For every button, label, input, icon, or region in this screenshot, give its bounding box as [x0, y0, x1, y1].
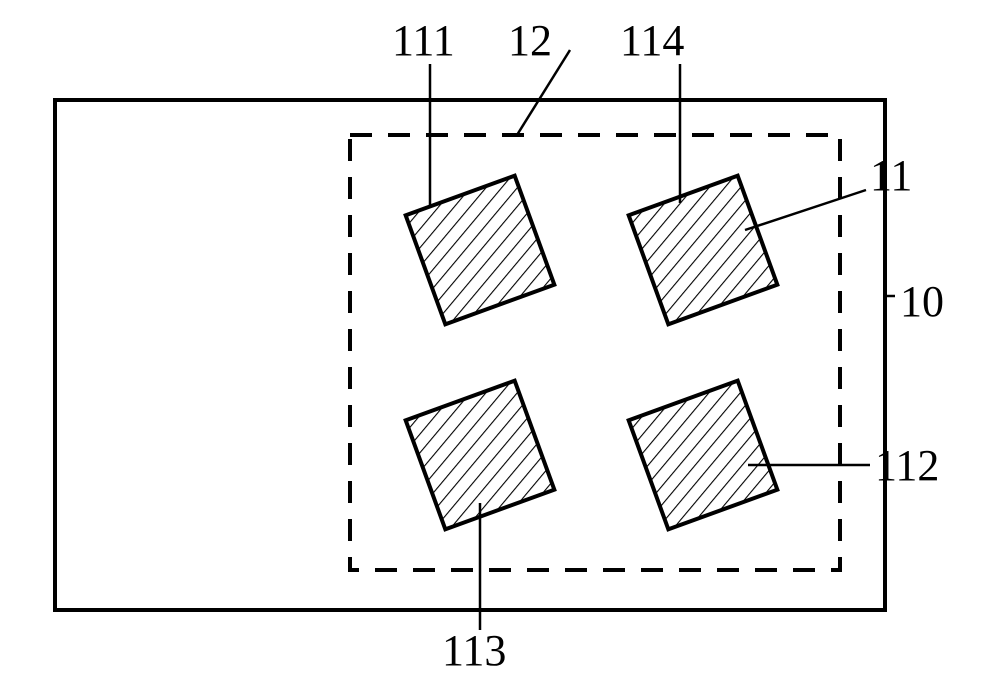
- label-11: 11: [870, 151, 912, 200]
- label-112: 112: [875, 441, 939, 490]
- inner-dashed-rect: [350, 135, 840, 570]
- leader-line-11: [745, 190, 866, 230]
- label-114: 114: [620, 16, 684, 65]
- label-12: 12: [508, 16, 552, 65]
- hatched-square-112: [629, 381, 778, 530]
- hatched-square-111: [406, 176, 555, 325]
- outer-rect: [55, 100, 885, 610]
- label-111: 111: [392, 16, 455, 65]
- hatched-square-114: [629, 176, 778, 325]
- label-113: 113: [442, 626, 506, 675]
- label-10: 10: [900, 277, 944, 326]
